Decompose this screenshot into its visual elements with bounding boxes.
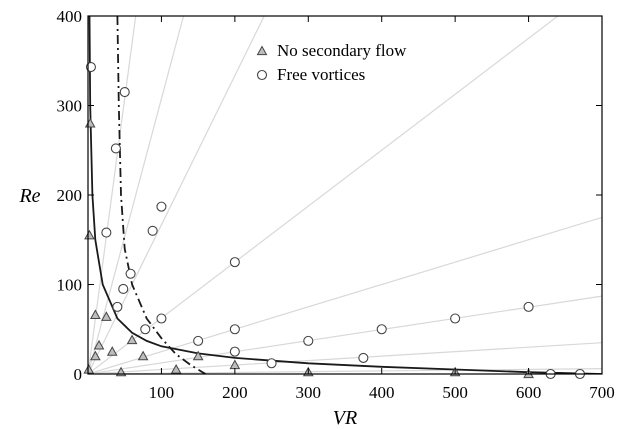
triangle-icon	[256, 45, 268, 56]
circle-point	[101, 227, 112, 238]
solid-curve	[88, 16, 602, 374]
x-tick-label: 700	[589, 383, 615, 402]
circle-point	[229, 324, 240, 335]
axis-ticks: 100 200 300 400 500 600 700 0 100 200 300 400	[57, 7, 615, 402]
circle-point	[450, 313, 461, 324]
legend-label-free-vortices: Free vortices	[277, 65, 365, 84]
legend-item-no-secondary-flow: No secondary flow	[256, 41, 407, 60]
legend-item-free-vortices: Free vortices	[256, 65, 365, 84]
triangle-point	[93, 339, 105, 350]
guide-line-2	[88, 16, 265, 374]
triangle-point	[101, 311, 112, 321]
legend: No secondary flow Free vortices	[256, 41, 407, 84]
circle-icon	[256, 69, 268, 81]
circle-point	[118, 283, 129, 295]
circle-point	[523, 301, 534, 312]
triangle-point	[84, 229, 95, 240]
circle-point	[358, 352, 369, 363]
y-tick-label: 100	[57, 276, 83, 295]
guide-line-1	[88, 16, 185, 374]
triangle-point	[83, 363, 95, 374]
x-tick-label: 300	[296, 383, 322, 402]
x-tick-label: 400	[369, 383, 395, 402]
guide-line-5	[88, 295, 602, 374]
data-points	[83, 61, 586, 380]
circle-point	[110, 143, 121, 154]
x-tick-label: 200	[222, 383, 248, 402]
circle-point	[376, 324, 387, 335]
circle-point	[147, 225, 158, 236]
x-tick-label: 500	[442, 383, 468, 402]
x-tick-label: 100	[149, 383, 175, 402]
circle-point	[193, 335, 204, 346]
circle-point	[229, 346, 240, 357]
circle-point	[85, 61, 96, 73]
triangle-point	[89, 309, 101, 320]
x-tick-label: 600	[516, 383, 542, 402]
triangle-point	[192, 350, 204, 361]
triangle-point	[137, 350, 149, 361]
x-axis-label: VR	[333, 407, 357, 429]
triangle-point	[84, 117, 96, 128]
circle-point	[303, 335, 314, 346]
legend-label-no-secondary-flow: No secondary flow	[277, 41, 407, 60]
y-tick-label: 300	[57, 97, 83, 116]
circle-point	[112, 301, 123, 312]
y-tick-label: 0	[74, 365, 83, 384]
guide-line-4	[88, 216, 602, 374]
y-tick-label: 400	[57, 7, 83, 26]
circle-point	[140, 324, 151, 335]
triangle-point	[126, 334, 138, 345]
triangle-point	[106, 346, 118, 356]
triangle-point	[170, 363, 182, 374]
triangle-point	[89, 350, 101, 361]
guide-line-3	[88, 16, 559, 374]
y-axis-label: Re	[18, 185, 40, 207]
y-tick-label: 200	[57, 186, 83, 205]
circle-point	[156, 201, 167, 212]
circle-point	[119, 87, 130, 98]
circle-point	[229, 257, 240, 268]
circle-point	[266, 358, 277, 369]
circle-point	[156, 313, 167, 324]
circle-point	[125, 268, 136, 279]
